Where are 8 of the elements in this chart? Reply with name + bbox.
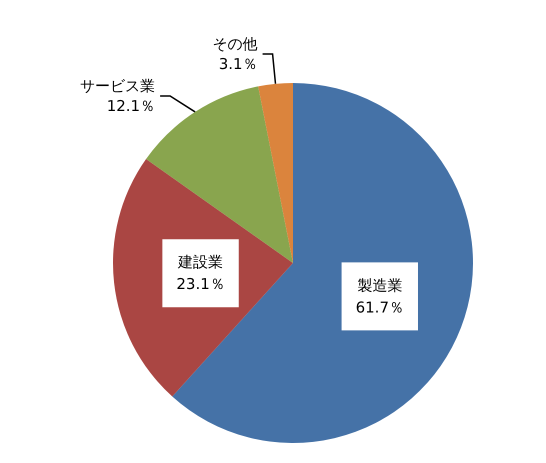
- data-label: 23.1％: [176, 275, 225, 294]
- slice-label: 製造業: [357, 276, 402, 294]
- data-label: 61.7％: [356, 298, 404, 316]
- slice-label: その他: [212, 34, 258, 53]
- slice-label: 建設業: [177, 253, 224, 272]
- data-label: 3.1％: [218, 54, 258, 73]
- slice-label: サービス業: [80, 76, 156, 95]
- data-label: 12.1％: [106, 96, 156, 115]
